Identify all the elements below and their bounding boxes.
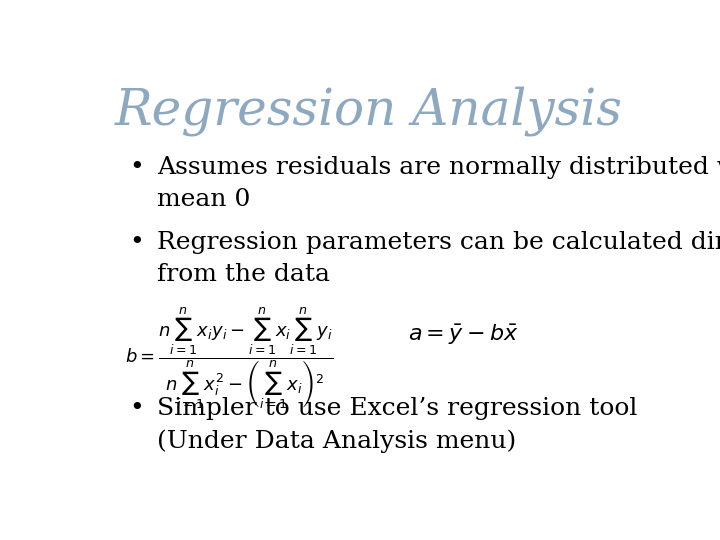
Text: •: • — [129, 397, 144, 421]
Text: •: • — [129, 231, 144, 254]
Text: Regression parameters can be calculated directly
from the data: Regression parameters can be calculated … — [157, 231, 720, 286]
Text: Assumes residuals are normally distributed with
mean 0: Assumes residuals are normally distribut… — [157, 156, 720, 211]
Text: $a = \bar{y} - b\bar{x}$: $a = \bar{y} - b\bar{x}$ — [408, 322, 519, 347]
Text: Simpler to use Excel’s regression tool
(Under Data Analysis menu): Simpler to use Excel’s regression tool (… — [157, 397, 637, 453]
Text: $b = \dfrac{n\sum_{i=1}^{n} x_i y_i - \sum_{i=1}^{n} x_i \sum_{i=1}^{n} y_i}{n\s: $b = \dfrac{n\sum_{i=1}^{n} x_i y_i - \s… — [125, 306, 334, 411]
Text: •: • — [129, 156, 144, 179]
Text: Regression Analysis: Regression Analysis — [115, 85, 623, 136]
